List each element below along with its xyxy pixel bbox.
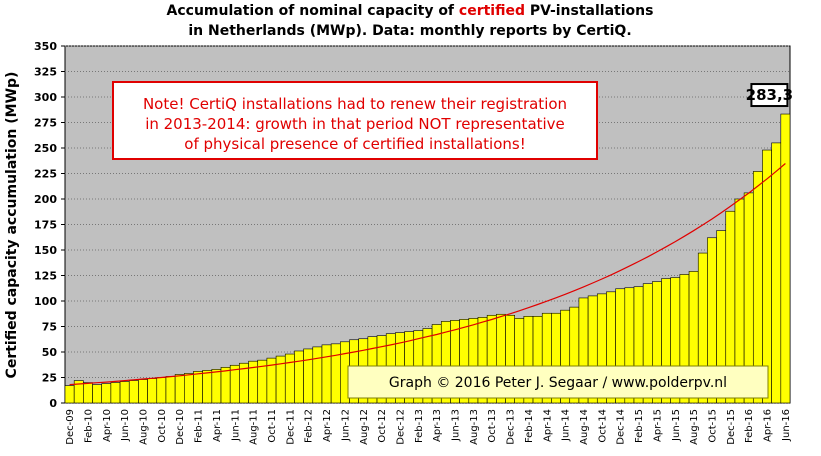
x-tick-label: Jun-10 bbox=[120, 409, 131, 442]
y-tick-label: 275 bbox=[34, 117, 57, 130]
x-tick-label: Dec-15 bbox=[726, 409, 737, 445]
y-tick-label: 200 bbox=[34, 193, 57, 206]
title-part: PV-installations bbox=[525, 3, 653, 19]
bar bbox=[138, 379, 148, 404]
bar bbox=[64, 385, 75, 404]
bar bbox=[294, 350, 304, 404]
x-tick-label: Dec-13 bbox=[506, 409, 517, 445]
y-tick-label: 350 bbox=[34, 40, 57, 53]
bar bbox=[156, 377, 167, 404]
x-tick-label: Jun-12 bbox=[340, 409, 351, 442]
x-tick-label: Oct-12 bbox=[377, 409, 388, 443]
x-tick-label: Apr-16 bbox=[763, 409, 774, 442]
bar bbox=[762, 149, 772, 404]
x-tick-label: Dec-09 bbox=[65, 409, 76, 445]
bar bbox=[110, 382, 121, 404]
x-tick-label: Feb-12 bbox=[304, 409, 315, 443]
y-tick-label: 75 bbox=[42, 321, 57, 334]
x-tick-label: Apr-13 bbox=[432, 409, 443, 442]
y-tick-label: 175 bbox=[34, 219, 57, 232]
x-tick-label: Dec-12 bbox=[395, 409, 406, 445]
y-tick-label: 0 bbox=[49, 397, 57, 410]
x-tick-label: Apr-10 bbox=[102, 409, 113, 442]
bar bbox=[184, 373, 194, 404]
note-text: Note! CertiQ installations had to renew … bbox=[143, 95, 567, 113]
bar bbox=[202, 370, 213, 404]
credit: Graph © 2016 Peter J. Segaar / www.polde… bbox=[389, 375, 727, 391]
y-tick-label: 300 bbox=[34, 91, 57, 104]
title-part: Accumulation of nominal capacity of bbox=[167, 3, 459, 19]
chart-subtitle: in Netherlands (MWp). Data: monthly repo… bbox=[188, 23, 631, 39]
bar bbox=[780, 113, 791, 404]
x-tick-label: Aug-11 bbox=[249, 409, 260, 445]
y-tick-label: 25 bbox=[42, 372, 57, 385]
x-tick-label: Oct-10 bbox=[157, 409, 168, 443]
x-tick-label: Apr-12 bbox=[322, 409, 333, 442]
note-text: of physical presence of certified instal… bbox=[184, 135, 525, 153]
bar bbox=[330, 343, 341, 404]
x-tick-label: Jun-14 bbox=[561, 409, 572, 442]
x-tick-label: Oct-14 bbox=[597, 409, 608, 443]
trend-line bbox=[69, 163, 786, 386]
x-tick-label: Feb-14 bbox=[524, 409, 535, 443]
value-label: 283,3 bbox=[746, 86, 793, 104]
x-tick-label: Dec-11 bbox=[285, 409, 296, 445]
bar bbox=[119, 381, 130, 404]
bar bbox=[312, 346, 323, 404]
bar bbox=[193, 371, 203, 404]
y-axis-label: Certified capacity accumulation (MWp) bbox=[4, 72, 20, 379]
bar bbox=[101, 383, 112, 404]
x-tick-label: Apr-14 bbox=[542, 409, 553, 442]
x-tick-label: Aug-13 bbox=[469, 409, 480, 445]
bar bbox=[92, 384, 103, 404]
x-tick-label: Jun-15 bbox=[671, 409, 682, 442]
bar bbox=[220, 366, 231, 404]
x-tick-label: Oct-15 bbox=[707, 409, 718, 443]
x-tick-label: Dec-14 bbox=[616, 409, 627, 445]
x-tick-label: Feb-16 bbox=[744, 409, 755, 443]
value-label-box bbox=[750, 83, 789, 108]
bar bbox=[147, 378, 158, 404]
x-tick-label: Aug-15 bbox=[689, 409, 700, 445]
chart-title: Accumulation of nominal capacity of cert… bbox=[167, 3, 654, 19]
x-tick-label: Feb-15 bbox=[634, 409, 645, 443]
y-tick-label: 225 bbox=[34, 168, 57, 181]
note-text: in 2013-2014: growth in that period NOT … bbox=[145, 115, 565, 133]
note-box bbox=[112, 81, 598, 160]
x-tick-label: Aug-10 bbox=[139, 409, 150, 445]
x-tick-label: Aug-14 bbox=[579, 409, 590, 445]
bar bbox=[174, 374, 185, 404]
y-tick-label: 125 bbox=[34, 270, 57, 283]
x-tick-label: Apr-15 bbox=[652, 409, 663, 442]
bar bbox=[83, 382, 93, 404]
x-tick-label: Jun-13 bbox=[451, 409, 462, 442]
bar bbox=[211, 369, 222, 404]
credit-box bbox=[347, 365, 769, 399]
x-tick-label: Oct-13 bbox=[487, 409, 498, 443]
y-tick-label: 250 bbox=[34, 142, 57, 155]
x-tick-label: Jun-16 bbox=[781, 409, 792, 442]
x-tick-label: Feb-13 bbox=[414, 409, 425, 443]
x-tick-label: Feb-10 bbox=[83, 409, 94, 443]
bar bbox=[165, 376, 176, 404]
x-tick-label: Oct-11 bbox=[267, 409, 278, 443]
bar bbox=[229, 364, 240, 404]
y-tick-label: 100 bbox=[34, 295, 57, 308]
title-highlight: certified bbox=[459, 3, 525, 19]
y-tick-label: 150 bbox=[34, 244, 57, 257]
bar bbox=[128, 380, 139, 404]
bar bbox=[284, 353, 295, 404]
y-tick-label: 50 bbox=[42, 346, 58, 359]
x-tick-label: Aug-12 bbox=[359, 409, 370, 445]
y-tick-label: 325 bbox=[34, 66, 57, 79]
x-tick-label: Dec-10 bbox=[175, 409, 186, 445]
x-tick-label: Jun-11 bbox=[230, 409, 241, 442]
x-tick-label: Apr-11 bbox=[212, 409, 223, 442]
x-tick-label: Feb-11 bbox=[194, 409, 205, 443]
bar bbox=[771, 142, 782, 404]
bar bbox=[303, 348, 314, 404]
bar bbox=[321, 344, 332, 404]
